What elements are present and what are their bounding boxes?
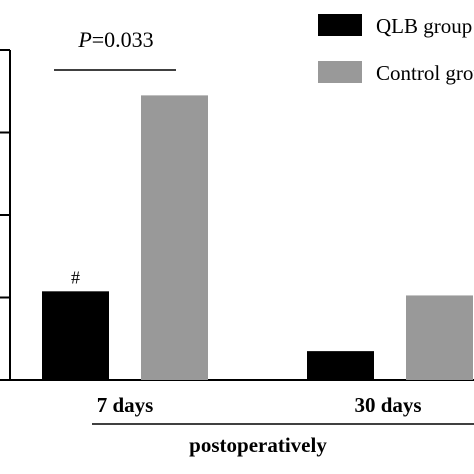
legend-swatch-qlb [318,14,362,36]
bars-group [42,95,473,380]
significance-label: P=0.033 [77,27,153,52]
category-label-0: 7 days [97,393,154,417]
bar-qlb-1 [307,351,374,380]
legend-label-control: Control group [376,61,474,85]
legend-label-qlb: QLB group [376,14,472,38]
bar-qlb-0 [42,291,109,380]
category-labels: 7 days 30 days [97,393,422,417]
group-label: postoperatively [189,433,327,457]
bar-control-1 [406,295,473,380]
significance-p: P [77,27,91,52]
significance-marker: # [71,267,80,287]
significance-value: =0.033 [92,27,154,52]
y-axis-ticks [0,49,10,381]
legend-swatch-control [318,61,362,83]
category-label-1: 30 days [354,393,421,417]
bar-control-0 [141,95,208,380]
